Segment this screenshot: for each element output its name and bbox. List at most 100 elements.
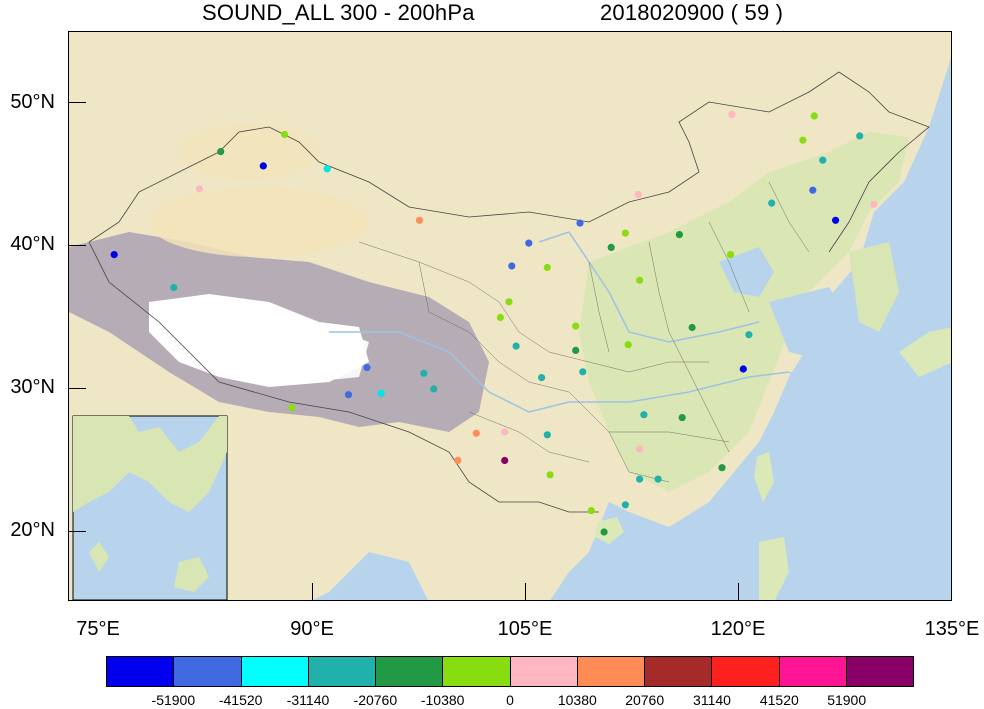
station-point (505, 298, 513, 306)
station-point (512, 342, 520, 350)
colorbar-label: 41520 (759, 692, 799, 708)
station-point (799, 136, 807, 144)
colorbar-box (846, 657, 913, 686)
lon-label-90: 90°E (290, 618, 334, 640)
station-point (768, 199, 776, 207)
lon-label-135: 135°E (924, 618, 980, 640)
japan (899, 327, 951, 377)
station-point (420, 369, 428, 377)
lon-tick (525, 583, 526, 601)
station-point (576, 219, 584, 227)
lowland-area (579, 132, 909, 492)
station-point (819, 156, 827, 164)
colorbar-box (107, 657, 175, 686)
colorbar-label: -10380 (420, 692, 465, 708)
station-point (110, 251, 118, 259)
station-point (600, 528, 608, 536)
station-point (739, 365, 747, 373)
lon-label-105: 105°E (497, 618, 553, 640)
lat-label-40: 40°N (10, 233, 55, 255)
station-point (501, 456, 509, 465)
station-point (543, 263, 551, 272)
station-point (634, 190, 642, 199)
station-markers (110, 110, 878, 536)
station-point (579, 368, 587, 376)
colorbar-box (376, 657, 444, 686)
station-point (654, 475, 662, 483)
station-point (195, 185, 203, 193)
colorbar-label: -41520 (218, 692, 263, 708)
lat-label-30: 30°N (10, 376, 55, 398)
lon-label-120: 120°E (710, 618, 766, 640)
station-point (809, 186, 817, 194)
station-point (675, 231, 684, 239)
lon-tick (738, 583, 739, 601)
station-point (688, 323, 696, 332)
colorbar-label: 31140 (693, 692, 731, 708)
colorbar-box (443, 657, 511, 686)
station-point (640, 411, 648, 419)
snow-patch (274, 327, 369, 382)
lat-tick (68, 245, 86, 246)
colorbar-box (645, 657, 713, 686)
river (538, 231, 760, 343)
korea-peninsula (849, 242, 899, 332)
title-right: 2018020900 ( 59 ) (600, 0, 784, 25)
station-point (288, 404, 296, 412)
station-point (870, 200, 878, 209)
station-point (344, 391, 353, 399)
taiwan (754, 452, 774, 502)
colorbar-box (174, 657, 242, 686)
lat-tick (68, 531, 86, 532)
station-point (636, 445, 644, 453)
chart-title: SOUND_ALL 300 - 200hPa 2018020900 ( 59 ) (0, 0, 984, 30)
station-point (281, 130, 289, 139)
station-point (726, 251, 735, 259)
station-point (678, 414, 686, 422)
station-point (415, 216, 424, 224)
hainan (595, 517, 624, 544)
south-china-sea-inset (72, 415, 228, 600)
station-point (538, 374, 546, 382)
station-point (217, 148, 225, 156)
province-borders (358, 181, 810, 483)
title-left: SOUND_ALL 300 - 200hPa (202, 0, 475, 25)
colorbar-box (712, 657, 780, 686)
desert-basin (179, 124, 319, 180)
station-point (624, 341, 632, 349)
station-point (259, 162, 267, 170)
colorbar-label: -51900 (151, 692, 196, 708)
national-border (88, 241, 599, 513)
map-svg (69, 32, 951, 600)
lat-tick (68, 388, 86, 389)
station-point (430, 385, 438, 393)
station-point (496, 313, 504, 322)
station-point (525, 239, 533, 247)
colorbar-label: 20760 (625, 692, 665, 708)
map-panel (68, 31, 952, 601)
colorbar-box (510, 657, 578, 686)
station-point (546, 471, 554, 479)
station-point (572, 322, 580, 330)
lat-label-50: 50°N (10, 91, 55, 113)
colorbar-label: 0 (506, 692, 514, 708)
colorbar-label: 51900 (827, 692, 867, 708)
desert-basin (149, 187, 369, 257)
philippines (759, 537, 789, 600)
station-point (621, 501, 630, 509)
colorbar-box (779, 657, 847, 686)
lon-label-75: 75°E (76, 618, 120, 640)
colorbar-box (577, 657, 645, 686)
colorbar-box (308, 657, 376, 686)
station-point (377, 389, 385, 397)
colorbar-label: -31140 (286, 692, 330, 708)
yellow-sea (769, 287, 859, 362)
station-point (810, 112, 818, 120)
lat-label-20: 20°N (10, 519, 55, 541)
river (329, 331, 790, 413)
station-point (508, 262, 516, 270)
station-point (728, 110, 736, 118)
station-point (636, 475, 644, 483)
station-point (587, 507, 595, 515)
station-point (501, 428, 509, 436)
